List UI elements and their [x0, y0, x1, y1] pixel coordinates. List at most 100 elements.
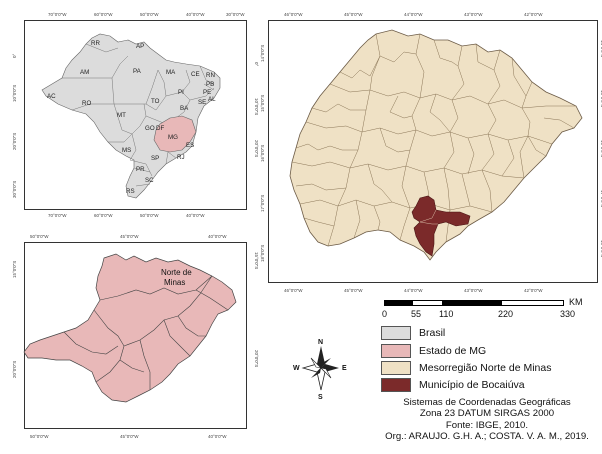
state-label-ap: AP — [136, 43, 144, 50]
state-label-sp: SP — [151, 155, 159, 162]
legend-item-municipio: Município de Bocaiúva — [381, 377, 525, 393]
brazil-lat-tick: 0° — [12, 53, 17, 58]
scale-unit: KM — [569, 297, 583, 307]
legend-swatch — [381, 378, 411, 392]
state-label-ma: MA — [166, 69, 176, 76]
state-label-pa: PA — [133, 68, 142, 75]
mg-lon-tick: 45°0'0"W — [120, 234, 139, 239]
mg-region-label: Norte de — [161, 268, 192, 277]
mg-region-borders — [63, 275, 229, 390]
mg-lon-tick: 40°0'0"W — [208, 434, 227, 439]
state-label-pe: PE — [203, 89, 211, 96]
state-label-ac: AC — [47, 93, 56, 100]
norte-lat-tick: 16°0'0"S — [600, 140, 602, 157]
brazil-lon-tick: 30°0'0"W — [226, 12, 245, 17]
state-label-pi: PI — [178, 89, 184, 96]
compass-w: W — [293, 365, 300, 372]
state-label-ms: MS — [122, 147, 131, 154]
state-label-rn: RN — [206, 72, 215, 79]
legend-item-brasil: Brasil — [381, 325, 445, 341]
mg-lon-tick: 50°0'0"W — [30, 234, 49, 239]
norte-lon-tick: 44°0'0"W — [404, 288, 423, 293]
compass-n: N — [318, 339, 323, 346]
mg-state-shape — [23, 253, 237, 403]
legend-label: Brasil — [419, 327, 446, 339]
brazil-lat-tick: 10°0'0"S — [12, 85, 17, 102]
legend-swatch — [381, 326, 411, 340]
norte-lon-tick: 42°0'0"W — [524, 12, 543, 17]
norte-lat-tick: 14°0'0"S — [600, 40, 602, 57]
legend: Brasil Estado de MG Mesorregião Norte de… — [381, 325, 596, 395]
legend-item-mesorregiao: Mesorregião Norte de Minas — [381, 360, 551, 376]
brazil-lon-tick: 60°0'0"W — [94, 12, 113, 17]
scale-label: 0 — [382, 309, 388, 319]
brazil-lon-tick: 40°0'0"W — [186, 12, 205, 17]
state-label-ba: BA — [180, 105, 189, 112]
mg-lon-tick: 45°0'0"W — [120, 434, 139, 439]
scale-label: 220 — [498, 309, 514, 319]
brazil-lon-tick: 70°0'0"W — [48, 213, 67, 218]
norte-lat-tick: 15°0'0"S — [600, 90, 602, 107]
state-label-rs: RS — [126, 188, 135, 195]
norte-lat-tick: 17°0'0"S — [600, 190, 602, 207]
norte-lon-tick: 43°0'0"W — [464, 288, 483, 293]
brazil-lon-tick: 50°0'0"W — [140, 12, 159, 17]
norte-lat-tick: 17°0'0"S — [260, 195, 265, 212]
mg-region-label: Minas — [164, 278, 185, 287]
legend-item-estado-mg: Estado de MG — [381, 343, 486, 359]
brazil-lat-tick: 0° — [254, 62, 259, 67]
compass-e: E — [342, 365, 347, 372]
state-label-rj: RJ — [177, 154, 185, 161]
brazil-lon-tick: 50°0'0"W — [140, 213, 159, 218]
credits-line: Org.: ARAUJO. G.H. A.; COSTA. V. A. M., … — [385, 431, 589, 443]
state-label-go: GO — [145, 125, 155, 132]
brazil-lon-tick: 40°0'0"W — [186, 213, 205, 218]
state-label-mt: MT — [117, 112, 126, 119]
mg-lat-tick: 15°0'0"S — [12, 261, 17, 278]
brazil-outline — [41, 33, 221, 199]
brazil-lon-tick: 70°0'0"W — [48, 12, 67, 17]
state-label-se: SE — [198, 99, 206, 106]
brazil-lat-tick: 20°0'0"S — [254, 140, 259, 157]
state-label-es: ES — [186, 142, 194, 149]
norte-lon-tick: 45°0'0"W — [344, 12, 363, 17]
legend-label: Mesorregião Norte de Minas — [419, 362, 552, 374]
state-label-pr: PR — [136, 166, 145, 173]
compass-s: S — [318, 394, 323, 401]
mg-highlight — [153, 115, 197, 153]
brazil-lat-tick: 30°0'0"S — [12, 181, 17, 198]
mg-lat-tick: 15°0'0"S — [254, 252, 259, 269]
scale-label: 330 — [560, 309, 576, 319]
legend-swatch — [381, 344, 411, 358]
state-label-rr: RR — [91, 40, 100, 47]
state-label-df: DF — [156, 125, 164, 132]
norte-lat-tick: 15°0'0"S — [260, 95, 265, 112]
brazil-lat-tick: 20°0'0"S — [12, 133, 17, 150]
norte-lon-tick: 46°0'0"W — [284, 288, 303, 293]
brazil-lat-tick: 10°0'0"S — [254, 98, 259, 115]
state-label-am: AM — [80, 69, 89, 76]
brazil-state-borders — [62, 43, 215, 187]
municipality-borders — [291, 33, 576, 247]
norte-lon-tick: 46°0'0"W — [284, 12, 303, 17]
norte-lon-tick: 44°0'0"W — [404, 12, 423, 17]
state-label-to: TO — [151, 98, 160, 105]
scale-label: 110 — [439, 309, 454, 319]
map-credits: Sistemas de Coordenadas Geográficas Zona… — [372, 397, 602, 443]
scale-bar: KM 0 55 110 220 330 — [382, 297, 598, 330]
norte-lat-tick: 16°0'0"S — [260, 145, 265, 162]
legend-swatch — [381, 361, 411, 375]
scale-label: 55 — [411, 309, 422, 319]
norte-lat-tick: 18°0'0"S — [260, 245, 265, 262]
credits-line: Fonte: IBGE, 2010. — [445, 419, 529, 431]
credits-line: Sistemas de Coordenadas Geográficas — [403, 397, 571, 408]
norte-lat-tick: 14°0'0"S — [260, 45, 265, 62]
legend-label: Estado de MG — [419, 345, 487, 357]
norte-lat-tick: 18°0'0"S — [600, 240, 602, 257]
state-label-mg: MG — [168, 134, 178, 141]
brazil-lon-tick: 60°0'0"W — [94, 213, 113, 218]
bocaiuva-shape — [411, 195, 471, 257]
